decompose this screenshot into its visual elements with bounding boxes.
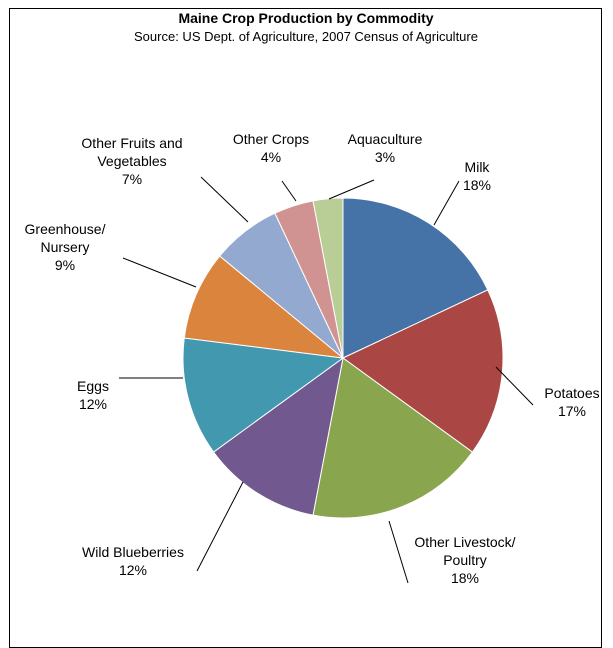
- label-aquaculture: Aquaculture 3%: [348, 131, 423, 165]
- slice-other-livestock-poultry: [312, 357, 474, 519]
- label-eggs: Eggs 12%: [77, 378, 109, 412]
- leader-line-potatoes: [495, 366, 534, 406]
- leader-line-other-crops: [281, 180, 297, 202]
- label-milk: Milk 18%: [463, 159, 491, 193]
- label-greenhouse-nursery: Greenhouse/Nursery 9%: [25, 221, 106, 273]
- leader-line-greenhouse-nursery: [122, 257, 197, 288]
- leader-line-other-livestock-poultry: [388, 520, 409, 584]
- chart-subtitle: Source: US Dept. of Agriculture, 2007 Ce…: [134, 29, 478, 44]
- pie-slices: [182, 197, 504, 519]
- leader-line-wild-blueberries: [196, 481, 244, 572]
- label-other-livestock-poultry: Other Livestock/Poultry 18%: [414, 534, 515, 586]
- label-wild-blueberries: Wild Blueberries 12%: [82, 544, 184, 578]
- pie-chart: Maine Crop Production by Commodity Sourc…: [25, 10, 600, 586]
- label-other-crops: Other Crops 4%: [233, 131, 309, 165]
- chart-title: Maine Crop Production by Commodity: [178, 10, 433, 26]
- label-potatoes: Potatoes 17%: [544, 385, 599, 419]
- slice-eggs: [182, 337, 345, 453]
- leader-line-milk: [433, 180, 460, 226]
- leader-line-aquaculture: [328, 179, 375, 200]
- leader-line-other-fruits-and-vegetables: [200, 176, 249, 223]
- slice-aquaculture: [312, 197, 344, 359]
- slice-labels: Milk 18% Potatoes 17% Other Livestock/Poultr…: [25, 131, 600, 586]
- slice-wild-blueberries: [212, 356, 344, 516]
- leader-lines: [119, 176, 534, 584]
- slice-milk: [342, 197, 489, 359]
- slice-greenhouse-nursery: [183, 255, 345, 359]
- label-other-fruits-and-vegetables: Other Fruits and Vegetables 7%: [81, 135, 182, 187]
